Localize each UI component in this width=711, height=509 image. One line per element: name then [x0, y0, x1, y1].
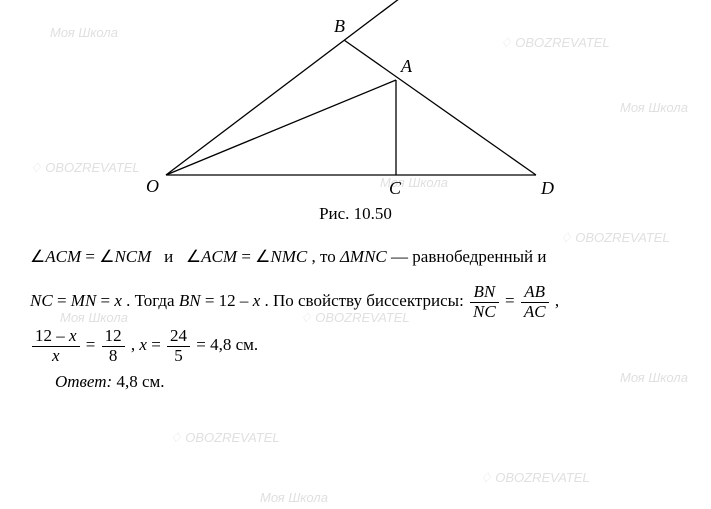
frac-den: NC: [470, 303, 499, 322]
diagram-svg: O B A C D: [106, 0, 606, 200]
frac-num: 12 – x: [32, 327, 80, 347]
frac-den: 8: [102, 347, 125, 366]
eq: =: [53, 291, 71, 310]
frac-num: 12: [102, 327, 125, 347]
frac-den: x: [32, 347, 80, 366]
eq: = ∠: [81, 247, 114, 266]
svg-text:C: C: [389, 178, 402, 198]
eq: =: [151, 335, 165, 354]
watermark-text: Моя Школа: [260, 490, 328, 505]
then2: . Тогда: [122, 291, 179, 310]
frac-num: 24: [167, 327, 190, 347]
and-text: и: [164, 247, 173, 266]
watermark-text: ♢ OBOZREVATEL: [480, 470, 590, 486]
seg-mn: MN: [71, 291, 97, 310]
angle-sym: ∠: [30, 247, 45, 266]
triangle-mnc: ΔMNC: [340, 247, 387, 266]
angle-sym: ∠: [186, 247, 201, 266]
angle-acm: ACM: [45, 247, 81, 266]
fraction-expr1: 12 – x x: [32, 327, 80, 365]
answer-value: 4,8 см.: [112, 372, 164, 391]
geometry-diagram: O B A C D Рис. 10.50: [0, 0, 711, 225]
fraction-24-5: 24 5: [167, 327, 190, 365]
expr: = 12 –: [201, 291, 253, 310]
solution-line-1: ∠ACM = ∠NCM и ∠ACM = ∠NMC , то ΔMNC — ра…: [30, 235, 681, 279]
seg-nc: NC: [30, 291, 53, 310]
solution-line-3: 12 – x x = 12 8 , x = 24 5 = 4,8 см.: [30, 323, 681, 367]
result-text: = 4,8 см.: [196, 335, 258, 354]
solution-line-2: NC = MN = x . Тогда BN = 12 – x . По сво…: [30, 279, 681, 323]
angle-acm2: ACM: [201, 247, 237, 266]
answer-label: Ответ:: [55, 372, 112, 391]
eq: = ∠: [237, 247, 270, 266]
eq: =: [505, 291, 519, 310]
eq: =: [96, 291, 114, 310]
comma: ,: [555, 291, 559, 310]
svg-text:O: O: [146, 176, 159, 196]
frac-num: BN: [470, 283, 499, 303]
frac-den: 5: [167, 347, 190, 366]
figure-caption: Рис. 10.50: [0, 204, 711, 224]
watermark-text: ♢ OBOZREVATEL: [170, 430, 280, 446]
frac-num: AB: [521, 283, 549, 303]
svg-text:D: D: [540, 178, 554, 198]
isosceles-text: — равнобедренный и: [387, 247, 547, 266]
fraction-bn-nc: BN NC: [470, 283, 499, 321]
solution-text: ∠ACM = ∠NCM и ∠ACM = ∠NMC , то ΔMNC — ра…: [0, 225, 711, 368]
then-text: , то: [307, 247, 340, 266]
svg-text:B: B: [334, 16, 345, 36]
angle-nmc: NMC: [270, 247, 307, 266]
fraction-12-8: 12 8: [102, 327, 125, 365]
fraction-ab-ac: AB AC: [521, 283, 549, 321]
svg-text:A: A: [400, 56, 413, 76]
answer-line: Ответ: 4,8 см.: [0, 368, 711, 392]
bisector-text: . По свойству биссектрисы:: [260, 291, 468, 310]
frac-den: AC: [521, 303, 549, 322]
angle-ncm: NCM: [114, 247, 151, 266]
var-x: x: [114, 291, 122, 310]
eq: =: [86, 335, 100, 354]
seg-bn: BN: [179, 291, 201, 310]
var-x: x: [139, 335, 147, 354]
